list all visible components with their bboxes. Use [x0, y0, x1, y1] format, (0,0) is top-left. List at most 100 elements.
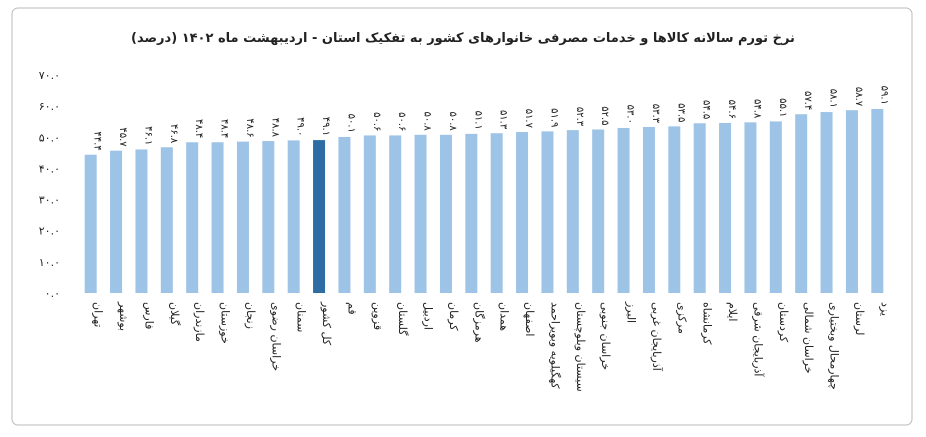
value-label: ۴۵.۷ — [117, 127, 128, 147]
bar — [135, 149, 148, 293]
x-tick-label: سیستان وبلوچستان — [574, 302, 587, 392]
x-tick-label: آذربایجان شرقی — [751, 302, 765, 377]
value-label: ۵۰.۱ — [345, 114, 356, 133]
bar — [110, 150, 123, 293]
bar — [668, 126, 681, 293]
x-tick-label: گیلان — [168, 302, 181, 326]
bar — [541, 131, 554, 293]
x-tick-label: فارس — [142, 302, 155, 329]
bar — [617, 127, 630, 293]
x-tick-label: چهارمحال وبختیاری — [828, 302, 841, 390]
bar — [820, 112, 833, 293]
x-tick-label: اردبیل — [422, 302, 435, 330]
value-label: ۵۱.۷ — [523, 109, 534, 129]
y-tick-label: ۵۰.۰ — [39, 131, 60, 144]
x-tick-label: آذربایجان غربی — [650, 302, 664, 372]
value-label: ۵۳.۳ — [650, 104, 661, 124]
y-tick-label: ۴۰.۰ — [39, 162, 60, 175]
x-tick-label: اصفهان — [523, 302, 536, 336]
value-label: ۵۰.۶ — [396, 112, 407, 131]
bar — [642, 127, 655, 293]
chart-title: نرخ تورم سالانه کالاها و خدمات مصرفی خان… — [131, 31, 795, 46]
value-label: ۵۰.۸ — [447, 111, 458, 131]
bar — [592, 129, 605, 293]
value-label: ۴۸.۸ — [269, 118, 280, 138]
bar — [84, 154, 97, 293]
value-label: ۴۴.۴ — [92, 131, 103, 150]
bar — [414, 134, 427, 293]
x-tick-label: لرستان — [853, 302, 866, 335]
value-label: ۵۰.۶ — [371, 112, 382, 131]
value-label: ۵۸.۷ — [853, 87, 864, 107]
bar — [516, 131, 529, 293]
x-tick-label: هرمزگان — [472, 302, 485, 343]
bar — [186, 142, 199, 293]
x-tick-label: زنجان — [244, 302, 257, 329]
value-label: ۵۱.۹ — [548, 108, 559, 127]
x-tick-label: یزد — [878, 302, 891, 316]
value-label: ۴۸.۴ — [219, 119, 230, 138]
y-tick-label: ۱۰.۰ — [39, 256, 60, 269]
x-tick-label: سمنان — [295, 302, 308, 332]
x-tick-label: ایلام — [726, 302, 739, 322]
value-label: ۵۳.۰ — [625, 105, 636, 124]
x-tick-label: مرکزی — [675, 302, 688, 334]
bar — [211, 142, 224, 293]
bar — [389, 135, 402, 293]
bar — [262, 141, 275, 293]
x-tick-label: خراسان رضوی — [269, 302, 282, 371]
x-tick-label: مازندران — [193, 302, 206, 342]
x-tick-label: همدان — [498, 302, 511, 331]
value-label: ۴۶.۸ — [168, 124, 179, 144]
bar — [719, 122, 732, 294]
x-tick-label: خوزستان — [219, 302, 232, 344]
value-label: ۵۰.۸ — [422, 111, 433, 131]
x-tick-label: خراسان شمالی — [802, 302, 815, 374]
value-label: ۴۸.۶ — [244, 118, 255, 137]
bar — [287, 140, 300, 293]
bar — [693, 123, 706, 294]
y-tick-label: ۷۰.۰ — [39, 69, 60, 82]
bar — [363, 135, 376, 293]
value-label: ۵۲.۳ — [574, 107, 585, 127]
x-tick-label: بوشهر — [117, 301, 130, 331]
y-tick-label: ۲۰.۰ — [39, 225, 60, 238]
x-tick-label: گلستان — [396, 302, 409, 336]
x-tick-label: کل کشور — [320, 301, 333, 346]
value-label: ۵۳.۵ — [675, 103, 686, 122]
x-tick-label: البرز — [625, 301, 638, 323]
y-tick-label: ۶۰.۰ — [39, 100, 60, 113]
value-label: ۵۴.۶ — [726, 100, 737, 119]
bar — [236, 141, 249, 293]
frame — [11, 7, 913, 426]
bar — [338, 136, 351, 293]
bar — [160, 147, 173, 293]
bar — [845, 110, 858, 293]
bar — [313, 140, 326, 293]
value-label: ۴۶.۱ — [142, 126, 153, 145]
value-label: ۵۹.۱ — [878, 86, 889, 105]
bar — [871, 108, 884, 294]
x-tick-label: کرمان — [447, 302, 460, 331]
bar — [490, 133, 503, 293]
bar — [439, 134, 452, 293]
bar — [566, 130, 579, 293]
x-tick-label: کردستان — [777, 302, 790, 343]
value-label: ۵۵.۱ — [777, 98, 788, 117]
x-tick-label: کرمانشاه — [701, 302, 714, 345]
value-label: ۵۲.۵ — [599, 106, 610, 125]
value-label: ۵۴.۵ — [701, 100, 712, 119]
x-tick-label: قزوین — [371, 302, 384, 330]
bar — [795, 114, 808, 294]
x-tick-label: خراسان جنوبی — [599, 302, 612, 370]
y-tick-label: ۳۰.۰ — [39, 194, 60, 207]
value-label: ۵۷.۴ — [802, 91, 813, 110]
value-label: ۵۴.۸ — [751, 99, 762, 119]
bar — [769, 121, 782, 293]
bar — [465, 133, 478, 293]
value-label: ۵۱.۳ — [498, 110, 509, 130]
value-label: ۴۸.۴ — [193, 119, 204, 138]
x-tick-label: کهگیلویه وبویراحمد — [548, 302, 561, 389]
x-tick-label: قم — [345, 302, 358, 315]
